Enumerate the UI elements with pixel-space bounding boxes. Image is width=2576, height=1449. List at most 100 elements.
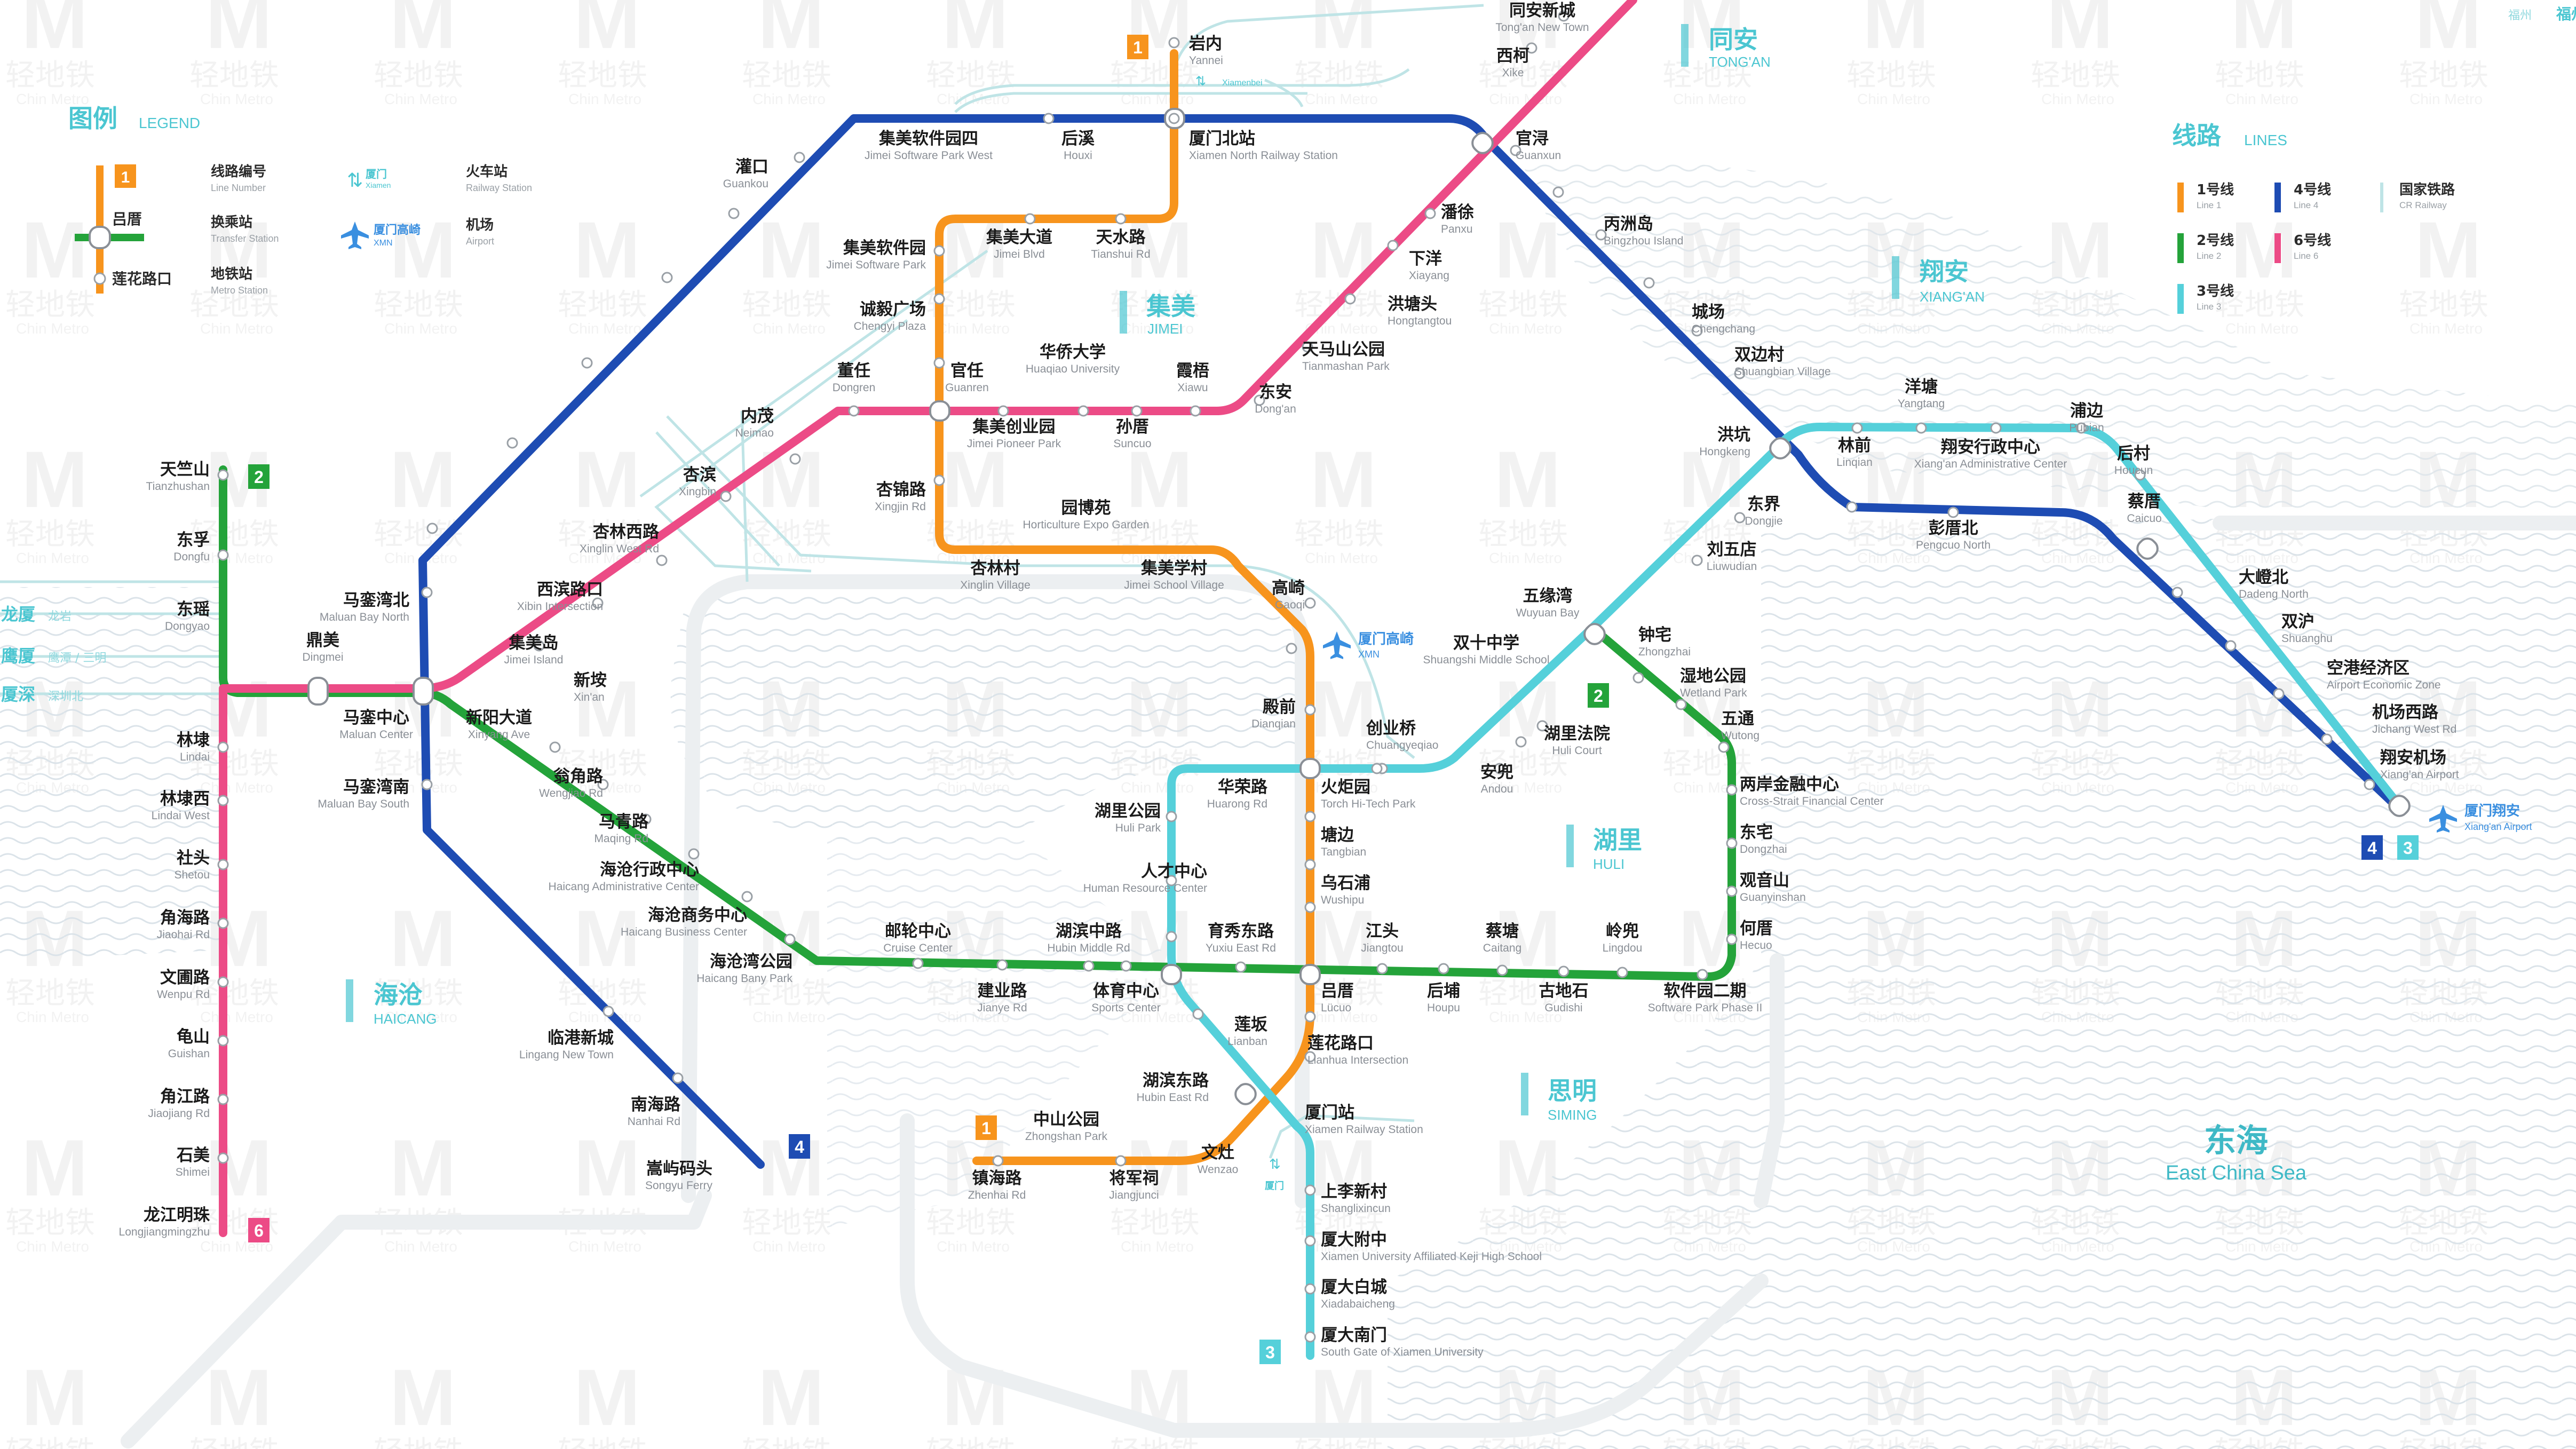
watermark-letter: M xyxy=(2415,205,2482,295)
station-name-en: Haicang Business Center xyxy=(621,926,747,938)
station-name: 东孚 xyxy=(177,530,210,550)
station-name-en: Jimei Software Park West xyxy=(865,149,993,162)
station-name-en: Dongjie xyxy=(1745,515,1782,527)
station-name-en: Dongren xyxy=(833,382,876,394)
station-name: 莲花路口 xyxy=(1307,1034,1374,1053)
watermark-letter: M xyxy=(1678,0,1745,65)
watermark-text-en: Chin Metro xyxy=(1673,91,1746,107)
line-legend-name-en: Line 6 xyxy=(2294,251,2318,261)
western-bay-water xyxy=(670,584,1307,843)
legend-rail-sample-en: Xiamen xyxy=(366,181,391,189)
watermark-text: 轻地铁 xyxy=(189,976,279,1011)
station-name: 育秀东路 xyxy=(1208,922,1274,941)
watermark-text-en: Chin Metro xyxy=(384,1238,457,1255)
watermark-text-en: Chin Metro xyxy=(752,1238,826,1255)
watermark-letter: M xyxy=(1126,434,1193,524)
station-name: 孙厝 xyxy=(1116,417,1149,437)
station-name: 东瑶 xyxy=(177,600,210,619)
legend-transfer-en: Transfer Station xyxy=(211,233,279,244)
watermark-text: 轻地铁 xyxy=(189,1435,279,1449)
legend-title-en: LEGEND xyxy=(139,115,200,131)
station-name: 两岸金融中心 xyxy=(1740,775,1839,794)
station-name-en: Tong'an New Town xyxy=(1495,21,1589,34)
station-name: 潘徐 xyxy=(1441,203,1474,222)
watermark-text: 轻地铁 xyxy=(5,58,95,93)
station-name: 东界 xyxy=(1747,495,1780,514)
station-dot xyxy=(217,976,229,988)
watermark-text-en: Chin Metro xyxy=(384,1009,457,1025)
station-dot xyxy=(1286,643,1297,654)
station-dot xyxy=(1304,704,1316,716)
watermark-text: 轻地铁 xyxy=(558,288,647,322)
ext-yingxia: 鹰厦 xyxy=(1,646,35,666)
watermark-text: 轻地铁 xyxy=(1478,976,1568,1011)
station-name-en: Horticulture Expo Garden xyxy=(1023,519,1150,531)
station-dot xyxy=(2273,688,2285,700)
station-dot xyxy=(1304,1331,1316,1343)
station-name: 临港新城 xyxy=(548,1028,614,1048)
lines-legend-title-en: LINES xyxy=(2244,132,2287,148)
station-name-en: Wengjiao Rd xyxy=(539,787,603,799)
watermark-letter: M xyxy=(758,1352,825,1442)
station-name: 安兜 xyxy=(1480,763,1513,782)
station-name: 嵩屿码头 xyxy=(646,1159,712,1178)
station-dot xyxy=(1190,405,1201,417)
station-name-en: Lingdou xyxy=(1603,942,1643,954)
station-dot xyxy=(1846,501,1858,513)
station-name-en: Dongyao xyxy=(165,620,210,632)
station-dot xyxy=(217,1094,229,1105)
station-name-en: Dadeng North xyxy=(2239,588,2309,600)
watermark-text: 轻地铁 xyxy=(1662,747,1752,781)
watermark-letter: M xyxy=(21,434,88,524)
station-dot xyxy=(933,357,945,369)
station-name-en: Dingmei xyxy=(302,651,343,663)
station-name-en: Jimei Software Park xyxy=(826,259,926,271)
station-name-en: Xinglin Village xyxy=(960,579,1031,591)
watermark-text-en: Chin Metro xyxy=(1489,320,1562,337)
line-4-path xyxy=(418,114,2400,1169)
watermark-text: 轻地铁 xyxy=(5,976,95,1011)
watermark-letter: M xyxy=(1310,1123,1377,1213)
station-dot xyxy=(672,1072,684,1084)
station-name: 翔安行政中心 xyxy=(1941,438,2040,457)
station-name-en: Chuangyeqiao xyxy=(1366,739,1438,751)
station-dot xyxy=(1915,422,1927,434)
station-name-en: Wutong xyxy=(1721,730,1759,742)
station-dot xyxy=(603,1005,614,1017)
station-dot xyxy=(1947,506,1959,518)
watermark-text: 轻地铁 xyxy=(558,1435,647,1449)
station-dot xyxy=(1496,964,1508,976)
station-name: 邮轮中心 xyxy=(885,922,951,941)
station-name-en: Shuanghu xyxy=(2281,632,2333,645)
station-name-en: Pengcuo North xyxy=(1916,539,1991,551)
station-name-en: Jiangjunci xyxy=(1109,1189,1159,1201)
station-dot xyxy=(1254,394,1265,406)
watermark-letter: M xyxy=(1310,205,1377,295)
station-dot xyxy=(1851,422,1863,434)
station-name-en: Jimei Island xyxy=(504,654,564,666)
station-name-en: Shuangshi Middle School xyxy=(1423,654,1550,666)
station-name: 龟山 xyxy=(177,1027,210,1047)
station-dot xyxy=(1304,1235,1316,1247)
watermark-letter: M xyxy=(574,893,640,983)
station-name-en: Bingzhou Island xyxy=(1604,235,1683,247)
station-dot xyxy=(533,640,545,652)
station-dot xyxy=(1726,933,1738,945)
watermark-text-en: Chin Metro xyxy=(1305,1009,1378,1025)
rail-station-labels: ⇅ 厦门北 Xiamenbei ⇅ 厦门 xyxy=(1195,74,1284,1192)
line-swatch xyxy=(2177,183,2184,212)
transfer-markers xyxy=(307,108,2411,1105)
station-dot xyxy=(549,741,561,753)
station-name-en: Tianshui Rd xyxy=(1091,248,1150,260)
station-name-en: Sports Center xyxy=(1091,1002,1161,1014)
watermark-text: 轻地铁 xyxy=(1846,58,1936,93)
watermark-text-en: Chin Metro xyxy=(2225,91,2298,107)
station-name: 厦大南门 xyxy=(1321,1326,1387,1345)
watermark-text-en: Chin Metro xyxy=(1673,550,1746,566)
ext-fuzhou-sub: 福州 xyxy=(2508,9,2532,22)
station-dot xyxy=(1166,875,1177,886)
station-name-en: Xiawu xyxy=(1177,382,1208,394)
station-name: 厦门站 xyxy=(1305,1103,1354,1122)
watermark-letter: M xyxy=(390,434,456,524)
station-name: 丙洲岛 xyxy=(1604,215,1653,234)
